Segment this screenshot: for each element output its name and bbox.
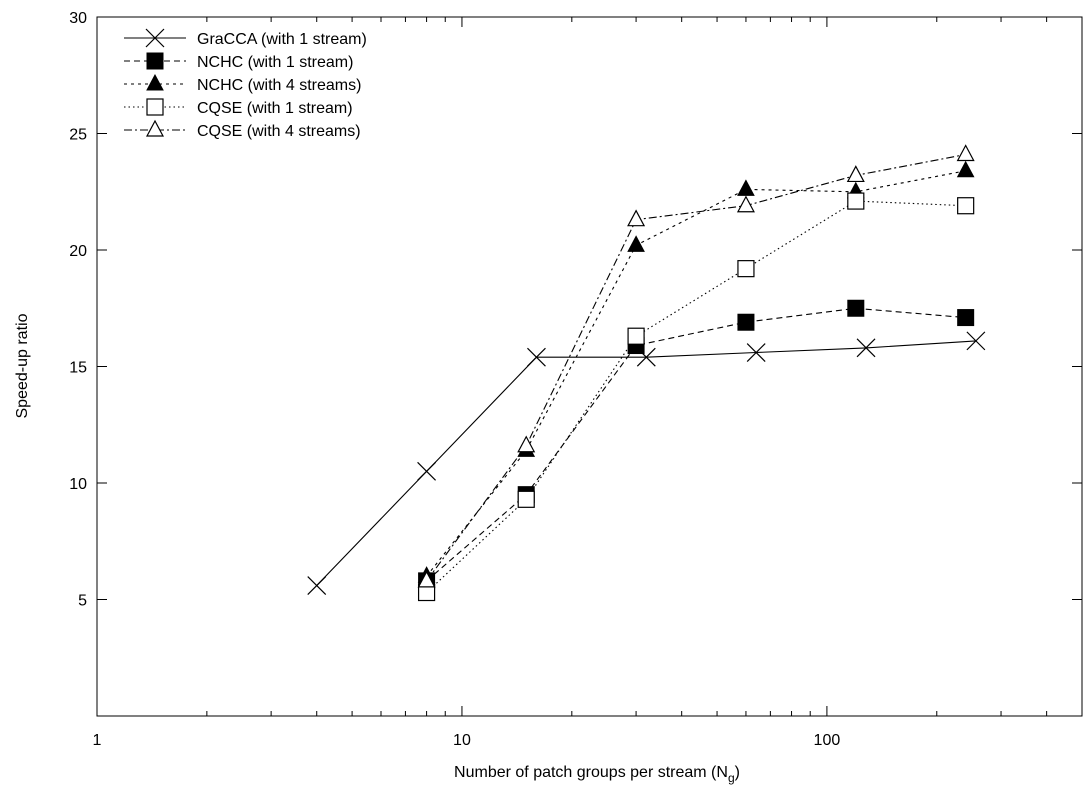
- data-point-series-5: [417, 570, 436, 588]
- data-point-series-1: [966, 331, 986, 351]
- series-line-1: [316, 340, 976, 586]
- data-point-series-2: [737, 313, 755, 331]
- y-tick-label: 30: [69, 10, 87, 27]
- data-point-series-1: [417, 461, 437, 481]
- data-point-series-4: [627, 327, 645, 345]
- data-point-series-2: [957, 309, 975, 327]
- y-tick-label: 5: [78, 593, 87, 610]
- legend-label-1: GraCCA (with 1 stream): [197, 31, 367, 48]
- data-point-series-5: [627, 209, 646, 227]
- x-tick-label: 100: [814, 732, 841, 749]
- data-point-series-1: [856, 338, 876, 358]
- y-tick-label: 20: [69, 243, 87, 260]
- y-tick-label: 25: [69, 127, 87, 144]
- x-tick-label: 1: [93, 732, 102, 749]
- legend-marker-4: [146, 98, 164, 116]
- legend-label-4: CQSE (with 1 stream): [197, 100, 353, 117]
- x-axis-title-subscript: g: [728, 771, 735, 785]
- data-point-series-1: [527, 347, 546, 367]
- data-point-series-5: [517, 435, 536, 453]
- x-tick-label: 10: [453, 732, 471, 749]
- series-line-3: [426, 170, 966, 577]
- marker-x-stroke: [527, 347, 546, 367]
- data-point-series-4: [847, 192, 865, 210]
- marker-x-stroke: [856, 338, 876, 358]
- series-lines: [316, 153, 976, 593]
- y-axis-title: Speed-up ratio: [14, 313, 31, 418]
- marker-x-stroke: [746, 343, 766, 362]
- data-point-series-5: [956, 144, 975, 162]
- data-point-series-5: [736, 195, 755, 213]
- legend: GraCCA (with 1 stream) NCHC (with 1 strea…: [124, 28, 367, 140]
- series-markers: [307, 144, 986, 602]
- data-point-series-3: [737, 179, 755, 196]
- data-point-series-4: [517, 490, 535, 508]
- legend-marker-3: [146, 73, 164, 91]
- legend-marker-5: [146, 119, 164, 137]
- marker-x-stroke: [417, 461, 437, 481]
- data-point-series-4: [957, 197, 975, 215]
- x-axis-title: Number of patch groups per stream (Ng): [454, 764, 740, 785]
- tick-marks: [96, 16, 1083, 716]
- data-point-series-2: [847, 299, 865, 317]
- plot-frame: [96, 16, 1083, 717]
- x-axis-title-main: Number of patch groups per stream (N: [454, 764, 728, 781]
- legend-label-2: NCHC (with 1 stream): [197, 54, 353, 71]
- series-line-5: [426, 153, 966, 582]
- marker-x-stroke: [145, 28, 165, 48]
- marker-x-stroke: [636, 347, 656, 367]
- legend-marker-2: [146, 52, 164, 70]
- data-point-series-3: [627, 235, 645, 252]
- data-point-series-4: [737, 260, 755, 278]
- marker-x-stroke: [966, 331, 986, 351]
- marker-x-stroke: [307, 576, 327, 595]
- data-point-series-1: [746, 343, 766, 362]
- legend-marker-1: [145, 28, 165, 48]
- series-line-4: [426, 200, 966, 593]
- legend-label-3: NCHC (with 4 streams): [197, 77, 361, 94]
- legend-label-5: CQSE (with 4 streams): [197, 123, 361, 140]
- data-point-series-3: [956, 160, 975, 178]
- data-point-series-5: [846, 165, 865, 183]
- y-tick-label: 10: [69, 476, 87, 493]
- x-axis-title-close: ): [735, 764, 740, 781]
- series-line-2: [426, 307, 966, 582]
- tick-labels: 5 10 15 20 25 30 1 10 100: [69, 10, 840, 749]
- data-point-series-1: [307, 576, 327, 595]
- y-tick-label: 15: [69, 360, 87, 377]
